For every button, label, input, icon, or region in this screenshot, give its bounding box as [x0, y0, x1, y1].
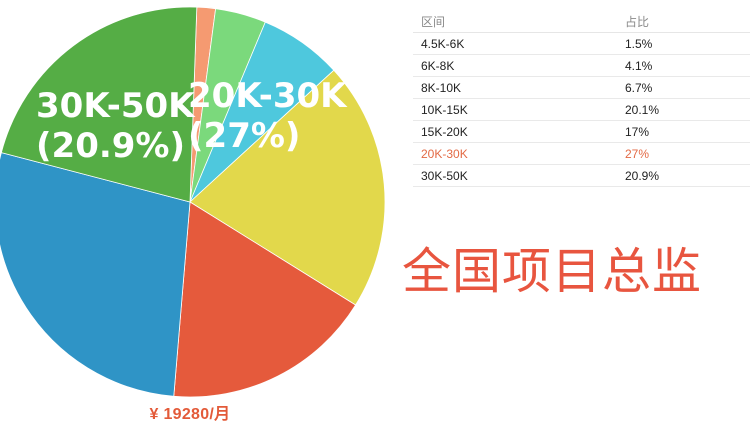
- pie-slice-labels: 20K-30K (27%)30K-50K (20.9%): [36, 76, 348, 166]
- range-cell: 4.5K-6K: [413, 32, 617, 55]
- share-cell: 4.1%: [617, 54, 750, 77]
- share-cell: 1.5%: [617, 32, 750, 55]
- salary-range-table: 区间 占比 4.5K-6K 1.5% 6K-8K 4.1% 8K-10K 6.7…: [413, 10, 750, 187]
- average-salary: ¥ 19280/月: [149, 406, 231, 423]
- column-header-range: 区间: [413, 10, 617, 33]
- pie-slice-15k-20k: [173, 201, 357, 398]
- range-cell: 8K-10K: [413, 76, 617, 99]
- table-row: 6K-8K 4.1%: [413, 54, 750, 77]
- range-cell: 6K-8K: [413, 54, 617, 77]
- share-cell: 27%: [617, 142, 750, 165]
- slice-label-20k-30k: 20K-30K (27%): [188, 76, 348, 156]
- table-row: 4.5K-6K 1.5%: [413, 32, 750, 55]
- salary-pie-chart: 20K-30K (27%)30K-50K (20.9%): [0, 6, 386, 398]
- column-header-share: 占比: [617, 10, 750, 33]
- share-cell: 17%: [617, 120, 750, 143]
- range-cell: 30K-50K: [413, 164, 617, 187]
- table-row-highlighted: 20K-30K 27%: [413, 142, 750, 165]
- share-cell: 20.9%: [617, 164, 750, 187]
- pie-slices: [0, 6, 386, 398]
- range-cell: 10K-15K: [413, 98, 617, 121]
- table-row: 10K-15K 20.1%: [413, 98, 750, 121]
- pie-slice-10k-15k: [189, 69, 386, 306]
- range-cell: 15K-20K: [413, 120, 617, 143]
- pie-slice-20k-30k: [0, 152, 191, 397]
- job-title: 全国项目总监: [402, 243, 703, 300]
- pie-slice-30k-50k: [0, 6, 198, 203]
- slice-label-30k-50k: 30K-50K (20.9%): [36, 86, 196, 166]
- table-header-row: 区间 占比: [413, 10, 750, 33]
- share-cell: 6.7%: [617, 76, 750, 99]
- table-row: 30K-50K 20.9%: [413, 164, 750, 187]
- range-cell: 20K-30K: [413, 142, 617, 165]
- table-row: 8K-10K 6.7%: [413, 76, 750, 99]
- table-row: 15K-20K 17%: [413, 120, 750, 143]
- share-cell: 20.1%: [617, 98, 750, 121]
